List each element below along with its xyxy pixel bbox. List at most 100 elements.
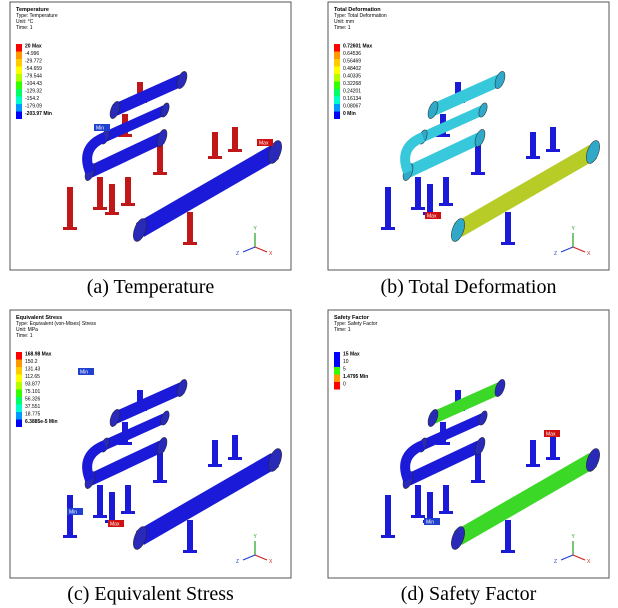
legend-label: 0.24201 (343, 89, 361, 95)
support-foot (546, 457, 560, 460)
legend-label: 75.101 (25, 389, 41, 395)
legend-swatch (334, 81, 340, 89)
support-foot (121, 203, 135, 206)
legend-swatch (16, 59, 22, 67)
support (109, 184, 115, 212)
legend-swatch (16, 104, 22, 112)
legend-label: 20 Max (25, 44, 42, 50)
support (187, 520, 193, 550)
support (137, 82, 143, 100)
support-foot (153, 172, 167, 175)
support-foot (105, 212, 119, 215)
support-foot (93, 207, 107, 210)
legend-label: 168.98 Max (25, 352, 52, 358)
support-foot (501, 550, 515, 553)
support-foot (208, 156, 222, 159)
triad-label: X (587, 559, 591, 565)
flange (474, 129, 486, 147)
result-tag-box (78, 368, 94, 375)
triad-label: Z (554, 559, 557, 565)
flange (109, 101, 121, 119)
result-tag: Min (96, 126, 104, 132)
header-title: Equivalent Stress (16, 315, 62, 321)
legend-swatch (16, 44, 22, 52)
support (232, 127, 238, 149)
header-title: Temperature (16, 7, 49, 13)
flange (494, 379, 506, 397)
support-foot (228, 457, 242, 460)
legend-swatch (16, 66, 22, 74)
triad-label: Y (254, 534, 258, 540)
caption: (b) Total Deformation (381, 276, 557, 298)
legend-label: 0 (343, 382, 346, 388)
u-bend (82, 132, 108, 174)
legend-label: 0 Min (343, 111, 356, 117)
support (427, 184, 433, 212)
legend-swatch (334, 352, 340, 360)
header-type: Type: Total Deformation (334, 13, 387, 19)
pipe (112, 382, 185, 424)
legend-swatch (334, 66, 340, 74)
flange (133, 218, 147, 242)
legend-label: -79.544 (25, 74, 42, 80)
support-foot (526, 156, 540, 159)
legend-swatch (16, 397, 22, 405)
support (125, 485, 131, 511)
flange (427, 101, 439, 119)
support (443, 485, 449, 511)
u-bend (82, 440, 108, 482)
flange (176, 379, 188, 397)
legend-swatch (16, 404, 22, 412)
flange (474, 437, 486, 455)
result-tag-box (544, 430, 560, 437)
legend-label: -54.659 (25, 66, 42, 72)
flange (427, 409, 439, 427)
header-time: Time: 1 (16, 333, 33, 339)
support (157, 142, 163, 172)
flange (494, 71, 506, 89)
header-title: Safety Factor (334, 315, 370, 321)
legend-swatch (334, 44, 340, 52)
support-foot (471, 480, 485, 483)
legend-label: -179.09 (25, 104, 42, 110)
support (385, 495, 391, 535)
support (97, 485, 103, 515)
legend-label: -129.32 (25, 89, 42, 95)
support (443, 177, 449, 203)
support-foot (121, 511, 135, 514)
flange (156, 129, 168, 147)
legend-label: 56.326 (25, 397, 41, 403)
support-foot (183, 550, 197, 553)
legend-swatch (16, 374, 22, 382)
pipe (102, 105, 168, 142)
legend-label: 112.65 (25, 374, 40, 380)
result-tag: Min (80, 370, 88, 376)
support (232, 435, 238, 457)
legend-swatch (16, 96, 22, 104)
legend-label: -203.97 Min (25, 111, 52, 117)
legend-swatch (16, 367, 22, 375)
triad-x (254, 554, 268, 561)
triad-label: Z (236, 251, 239, 257)
triad-label: X (587, 251, 591, 257)
support-foot (93, 515, 107, 518)
support-foot (436, 442, 450, 445)
triad-z (560, 554, 574, 561)
legend-label: 0.56469 (343, 59, 361, 65)
support (187, 212, 193, 242)
header-type: Type: Temperature (16, 13, 58, 19)
support (125, 177, 131, 203)
triad-label: Y (254, 226, 258, 232)
legend-label: 1.4795 Min (343, 374, 368, 380)
support-foot (471, 172, 485, 175)
legend-label: 6.3885e-5 Min (25, 419, 58, 425)
pipe (405, 440, 483, 486)
flange (478, 102, 488, 118)
flange (109, 409, 121, 427)
